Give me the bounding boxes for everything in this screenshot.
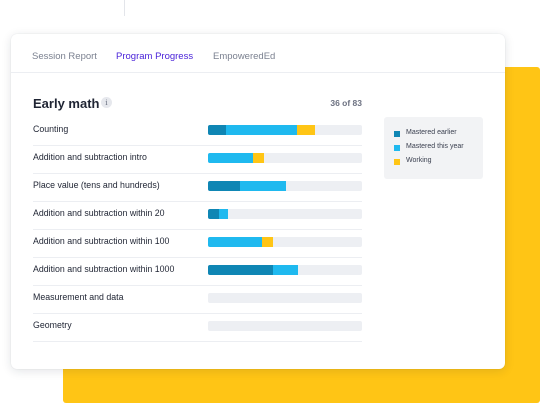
skill-label: Counting [33, 124, 69, 134]
progress-card: Session Report Program Progress Empowere… [11, 34, 505, 369]
skill-label: Addition and subtraction within 20 [33, 208, 165, 218]
tab-session-report[interactable]: Session Report [32, 51, 97, 62]
legend-label: Mastered earlier [406, 129, 457, 136]
skill-label: Addition and subtraction within 100 [33, 236, 170, 246]
progress-bar [208, 125, 362, 135]
skill-row: Counting [33, 117, 362, 146]
skill-row: Place value (tens and hundreds) [33, 173, 362, 202]
segment-mastered-this-year [226, 125, 297, 135]
skill-row: Addition and subtraction within 1000 [33, 257, 362, 286]
skill-label: Addition and subtraction intro [33, 152, 147, 162]
segment-mastered-this-year [219, 209, 228, 219]
progress-bar [208, 181, 362, 191]
segment-mastered-this-year [208, 237, 262, 247]
tab-bar: Session Report Program Progress Empowere… [11, 34, 505, 73]
skill-label: Place value (tens and hundreds) [33, 180, 160, 190]
progress-bar [208, 153, 362, 163]
tab-program-progress[interactable]: Program Progress [116, 51, 194, 62]
segment-mastered-earlier [208, 181, 240, 191]
skill-row: Addition and subtraction within 100 [33, 229, 362, 258]
progress-bar [208, 321, 362, 331]
mastered-count: 36 of 83 [330, 98, 362, 108]
segment-mastered-this-year [240, 181, 286, 191]
segment-mastered-earlier [208, 265, 273, 275]
skill-row: Addition and subtraction within 20 [33, 201, 362, 230]
legend-label: Mastered this year [406, 143, 464, 150]
tab-empowereded[interactable]: EmpoweredEd [213, 51, 276, 62]
segment-mastered-earlier [208, 209, 219, 219]
progress-bar [208, 237, 362, 247]
segment-mastered-this-year [273, 265, 298, 275]
legend-swatch-mastered-earlier [394, 131, 400, 137]
progress-bar [208, 265, 362, 275]
top-divider-line [124, 0, 125, 16]
skill-label: Measurement and data [33, 292, 124, 302]
skill-row: Measurement and data [33, 285, 362, 314]
segment-working [262, 237, 273, 247]
segment-mastered-this-year [208, 153, 253, 163]
legend: Mastered earlier Mastered this year Work… [384, 117, 483, 179]
progress-bar [208, 293, 362, 303]
segment-mastered-earlier [208, 125, 226, 135]
segment-working [297, 125, 315, 135]
section-title: Early math [33, 96, 100, 111]
info-icon[interactable]: i [101, 97, 112, 108]
segment-working [253, 153, 264, 163]
skill-row: Geometry [33, 313, 362, 342]
skill-row: Addition and subtraction intro [33, 145, 362, 174]
progress-bar [208, 209, 362, 219]
skill-label: Addition and subtraction within 1000 [33, 264, 175, 274]
legend-label: Working [406, 157, 432, 164]
legend-swatch-mastered-this-year [394, 145, 400, 151]
legend-swatch-working [394, 159, 400, 165]
skill-label: Geometry [33, 320, 72, 330]
